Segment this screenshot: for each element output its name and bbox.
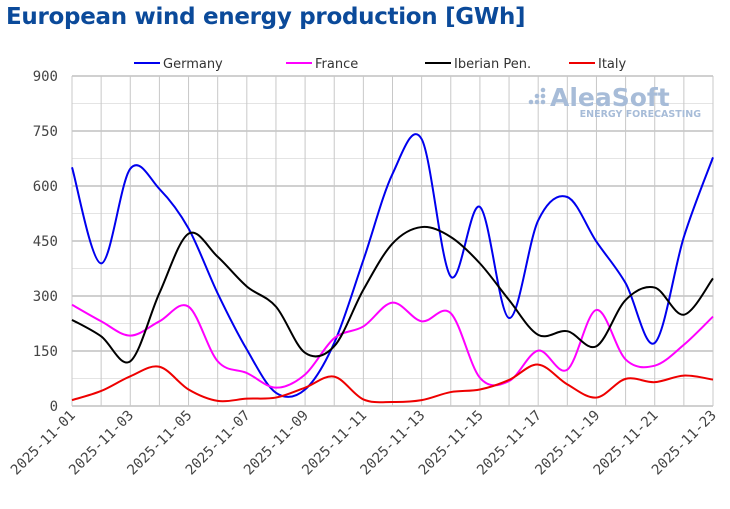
y-tick-label: 150 — [33, 344, 58, 360]
aleasoft-logo — [528, 87, 546, 105]
series-line-iberian-pen — [71, 225, 714, 364]
logo-dot — [540, 93, 546, 99]
y-tick-label: 0 — [50, 399, 58, 415]
series-line-france — [71, 301, 714, 389]
legend-label: France — [315, 57, 358, 72]
chart-title: European wind energy production [GWh] — [6, 4, 526, 30]
logo-dot — [540, 99, 546, 105]
y-tick-label: 450 — [33, 234, 58, 250]
logo-dot — [534, 93, 540, 99]
legend-label: Italy — [598, 57, 627, 72]
logo-dot — [534, 99, 540, 105]
series-line-germany — [71, 133, 714, 398]
y-tick-label: 300 — [33, 289, 58, 305]
logo-dot — [528, 99, 534, 105]
y-tick-label: 900 — [33, 69, 58, 85]
logo-tagline: ENERGY FORECASTING — [580, 109, 702, 120]
logo-dot — [540, 87, 546, 93]
legend-label: Germany — [163, 57, 223, 72]
logo-name: AleaSoft — [550, 83, 670, 112]
y-tick-label: 750 — [33, 124, 58, 140]
y-tick-label: 600 — [33, 179, 58, 195]
series-line-italy — [71, 363, 714, 404]
legend-label: Iberian Pen. — [454, 57, 531, 72]
